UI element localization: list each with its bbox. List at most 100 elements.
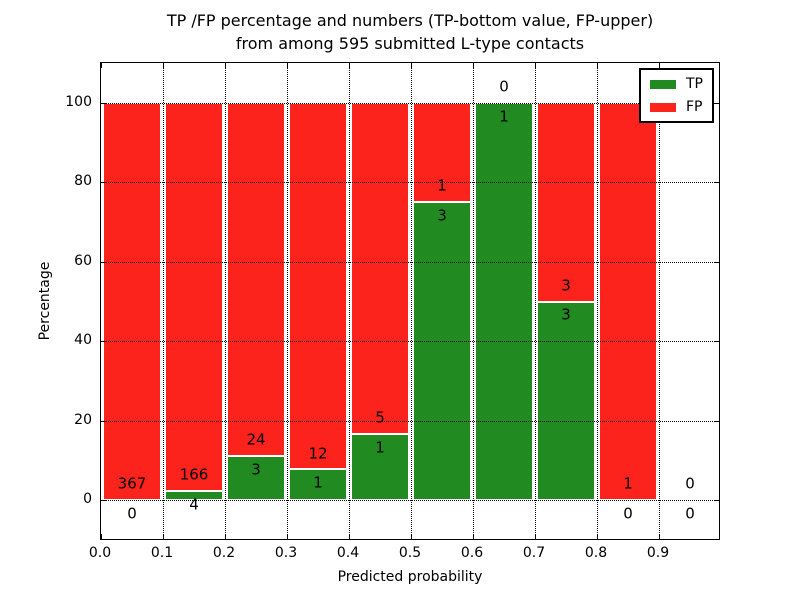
tp-count-label: 1 [313,473,323,492]
x-tick-mark [101,63,102,68]
fp-count-label: 0 [499,77,509,96]
y-tick-mark [714,420,719,422]
y-tick-mark [714,341,719,343]
fp-bar-segment [227,103,285,456]
y-tick-mark [714,261,719,263]
tp-bar-segment [289,469,347,500]
gridline-vertical [659,63,660,539]
x-tick-label: 0.6 [460,545,484,561]
gridline-horizontal [101,500,719,501]
fp-count-label: 5 [375,408,385,427]
fp-count-label: 1 [623,474,633,493]
y-tick-label: 60 [74,252,92,269]
gridline-vertical [597,63,598,539]
x-tick-mark [225,534,226,539]
y-tick-label: 0 [83,491,92,507]
x-tick-mark [287,534,288,539]
x-tick-mark [349,534,350,539]
gridline-vertical [163,63,164,539]
y-tick-mark [714,103,719,104]
gridline-horizontal [101,420,719,422]
fp-count-label: 1 [437,176,447,195]
fp-bar-segment [351,103,409,434]
fp-bar-segment [599,103,657,500]
tp-count-label: 3 [251,460,261,479]
fp-count-label: 367 [117,474,147,493]
gridline-vertical [287,63,288,539]
x-tick-label: 0.5 [398,545,422,561]
tp-bar-segment [413,202,471,500]
tp-count-label: 1 [499,107,509,126]
x-tick-mark [163,534,164,539]
y-tick-mark [101,420,106,422]
x-tick-mark [535,63,536,68]
x-tick-mark [163,63,164,68]
gridline-horizontal [101,341,719,343]
x-tick-label: 0.2 [212,545,236,561]
tp-bar-segment [475,103,533,500]
fp-bar-segment [289,103,347,470]
x-tick-mark [659,534,660,539]
y-axis-label: Percentage [37,261,53,341]
x-tick-mark [597,63,598,68]
x-tick-label: 0.8 [584,545,608,561]
x-tick-mark [101,534,102,539]
x-tick-mark [287,63,288,68]
tp-count-label: 3 [437,206,447,225]
x-tick-label: 0.3 [274,545,298,561]
gridline-vertical [349,63,350,539]
legend: TP FP [639,68,714,123]
tp-count-label: 0 [623,504,633,523]
legend-item-fp: FP [650,100,703,114]
tp-bar-segment [227,455,285,500]
legend-label: FP [686,99,703,115]
x-tick-mark [473,534,474,539]
x-tick-label: 0.4 [336,545,360,561]
x-tick-mark [659,63,660,68]
chart-title-line1: TP /FP percentage and numbers (TP-bottom… [166,11,654,30]
x-tick-label: 0.9 [646,545,670,561]
fp-count-label: 24 [246,430,266,449]
tp-count-label: 1 [375,438,385,457]
y-tick-mark [101,103,106,104]
y-tick-mark [714,500,719,501]
fp-count-label: 0 [685,474,695,493]
y-tick-mark [101,341,106,343]
fp-count-label: 3 [561,276,571,295]
tp-count-label: 3 [561,305,571,324]
y-tick-mark [101,182,106,184]
y-tick-label: 40 [74,332,92,349]
x-tick-label: 0.7 [522,545,546,561]
y-tick-mark [101,261,106,263]
chart-title: TP /FP percentage and numbers (TP-bottom… [167,9,653,55]
fp-bar-segment [537,103,595,302]
tp-count-label: 0 [685,504,695,523]
gridline-horizontal [101,261,719,263]
gridline-vertical [411,63,412,539]
legend-label: TP [686,76,703,92]
gridline-horizontal [101,103,719,104]
y-tick-label: 100 [65,94,92,110]
x-tick-mark [225,63,226,68]
tp-bar-segment [351,433,409,500]
fp-count-label: 166 [179,465,209,484]
plot-area: TP FP 367 0 166 4 24 3 12 1 5 1 1 3 0 1 3 3 1 0 0 0 [100,62,720,540]
legend-item-tp: TP [650,77,703,91]
tp-legend-swatch-icon [650,79,676,89]
fp-count-label: 12 [308,444,328,463]
gridline-vertical [535,63,536,539]
gridline-horizontal [101,182,719,184]
gridline-vertical [473,63,474,539]
y-tick-mark [101,500,106,501]
x-tick-mark [349,63,350,68]
fp-bar-segment [165,103,223,491]
x-tick-label: 0.1 [150,545,174,561]
y-tick-label: 20 [74,411,92,428]
x-tick-mark [597,534,598,539]
y-tick-mark [714,182,719,184]
x-tick-mark [535,534,536,539]
x-tick-label: 0.0 [88,545,112,561]
gridline-vertical [225,63,226,539]
x-axis-label: Predicted probability [337,569,483,585]
x-tick-mark [411,63,412,68]
